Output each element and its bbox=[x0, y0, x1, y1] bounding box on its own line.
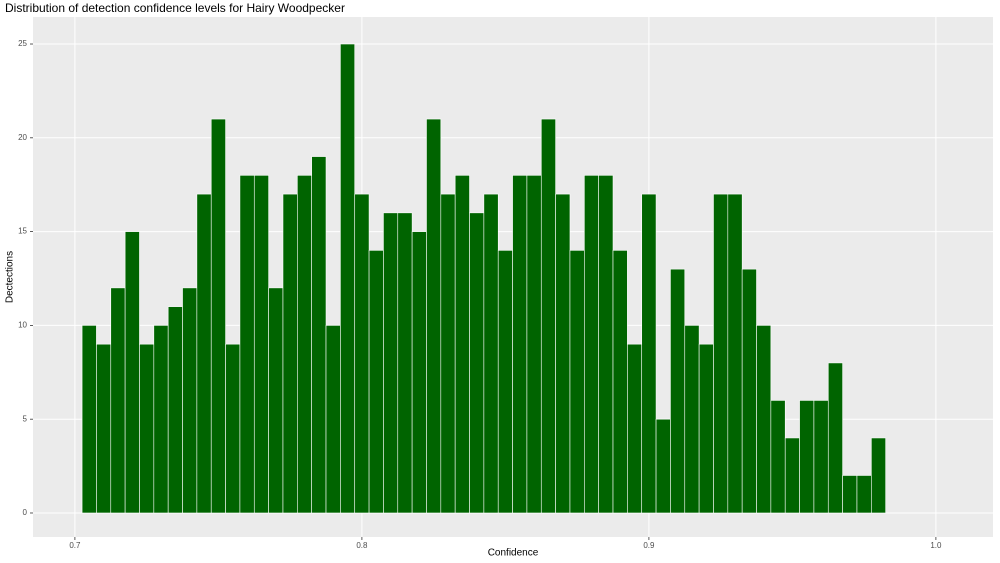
y-tick-label: 15 bbox=[18, 227, 27, 236]
bar bbox=[756, 325, 772, 514]
bar bbox=[225, 343, 241, 514]
bar bbox=[139, 343, 155, 514]
bar bbox=[354, 193, 370, 514]
bar bbox=[167, 306, 183, 514]
bar bbox=[440, 193, 456, 514]
bar bbox=[182, 287, 198, 514]
bar bbox=[268, 287, 284, 514]
bar bbox=[784, 437, 800, 514]
bar bbox=[827, 362, 843, 514]
bar bbox=[124, 231, 140, 514]
bar bbox=[684, 325, 700, 514]
bar bbox=[540, 118, 556, 514]
bar bbox=[770, 400, 786, 514]
bar bbox=[297, 175, 312, 514]
bar bbox=[411, 231, 427, 514]
x-axis-label: Confidence bbox=[488, 548, 539, 559]
chart-title: Distribution of detection confidence lev… bbox=[5, 1, 345, 15]
y-tick-label: 10 bbox=[18, 321, 27, 330]
bar bbox=[655, 418, 671, 514]
bar bbox=[196, 193, 212, 514]
bar bbox=[813, 400, 829, 514]
bar bbox=[741, 268, 757, 514]
bar bbox=[397, 212, 413, 514]
bar bbox=[871, 437, 886, 514]
bar bbox=[153, 325, 169, 514]
bar bbox=[253, 175, 269, 514]
bar bbox=[727, 193, 743, 514]
bar bbox=[96, 343, 112, 514]
bar bbox=[454, 175, 470, 514]
bar bbox=[526, 175, 542, 514]
bar bbox=[584, 175, 599, 514]
bar bbox=[383, 212, 399, 514]
bar bbox=[670, 268, 686, 514]
bar bbox=[239, 175, 255, 514]
y-tick-label: 20 bbox=[18, 133, 27, 142]
bar bbox=[110, 287, 126, 514]
bar bbox=[612, 250, 628, 514]
y-tick-label: 5 bbox=[23, 414, 28, 423]
x-tick-label: 0.8 bbox=[356, 541, 368, 550]
y-tick-label: 25 bbox=[18, 39, 27, 48]
x-tick-label: 0.7 bbox=[69, 541, 81, 550]
bar bbox=[598, 175, 614, 514]
bar bbox=[325, 325, 341, 514]
bar bbox=[340, 43, 356, 514]
bar bbox=[641, 193, 657, 514]
bar bbox=[713, 193, 729, 514]
bar bbox=[426, 118, 442, 514]
x-tick-label: 0.9 bbox=[643, 541, 655, 550]
bar bbox=[210, 118, 226, 514]
bar bbox=[555, 193, 571, 514]
bar bbox=[569, 250, 585, 514]
bar bbox=[81, 325, 97, 514]
bar bbox=[368, 250, 384, 514]
bar bbox=[627, 343, 643, 514]
bar bbox=[282, 193, 298, 514]
bar bbox=[842, 475, 858, 514]
bar bbox=[856, 475, 872, 514]
bar bbox=[799, 400, 815, 514]
bar bbox=[512, 175, 528, 514]
y-tick-label: 0 bbox=[23, 508, 28, 517]
bar bbox=[311, 156, 327, 514]
bar bbox=[483, 193, 499, 514]
bar bbox=[469, 212, 485, 514]
bar bbox=[698, 343, 714, 514]
bar bbox=[497, 250, 513, 514]
x-tick-label: 1.0 bbox=[930, 541, 942, 550]
y-axis-label: Dectections bbox=[5, 251, 16, 303]
